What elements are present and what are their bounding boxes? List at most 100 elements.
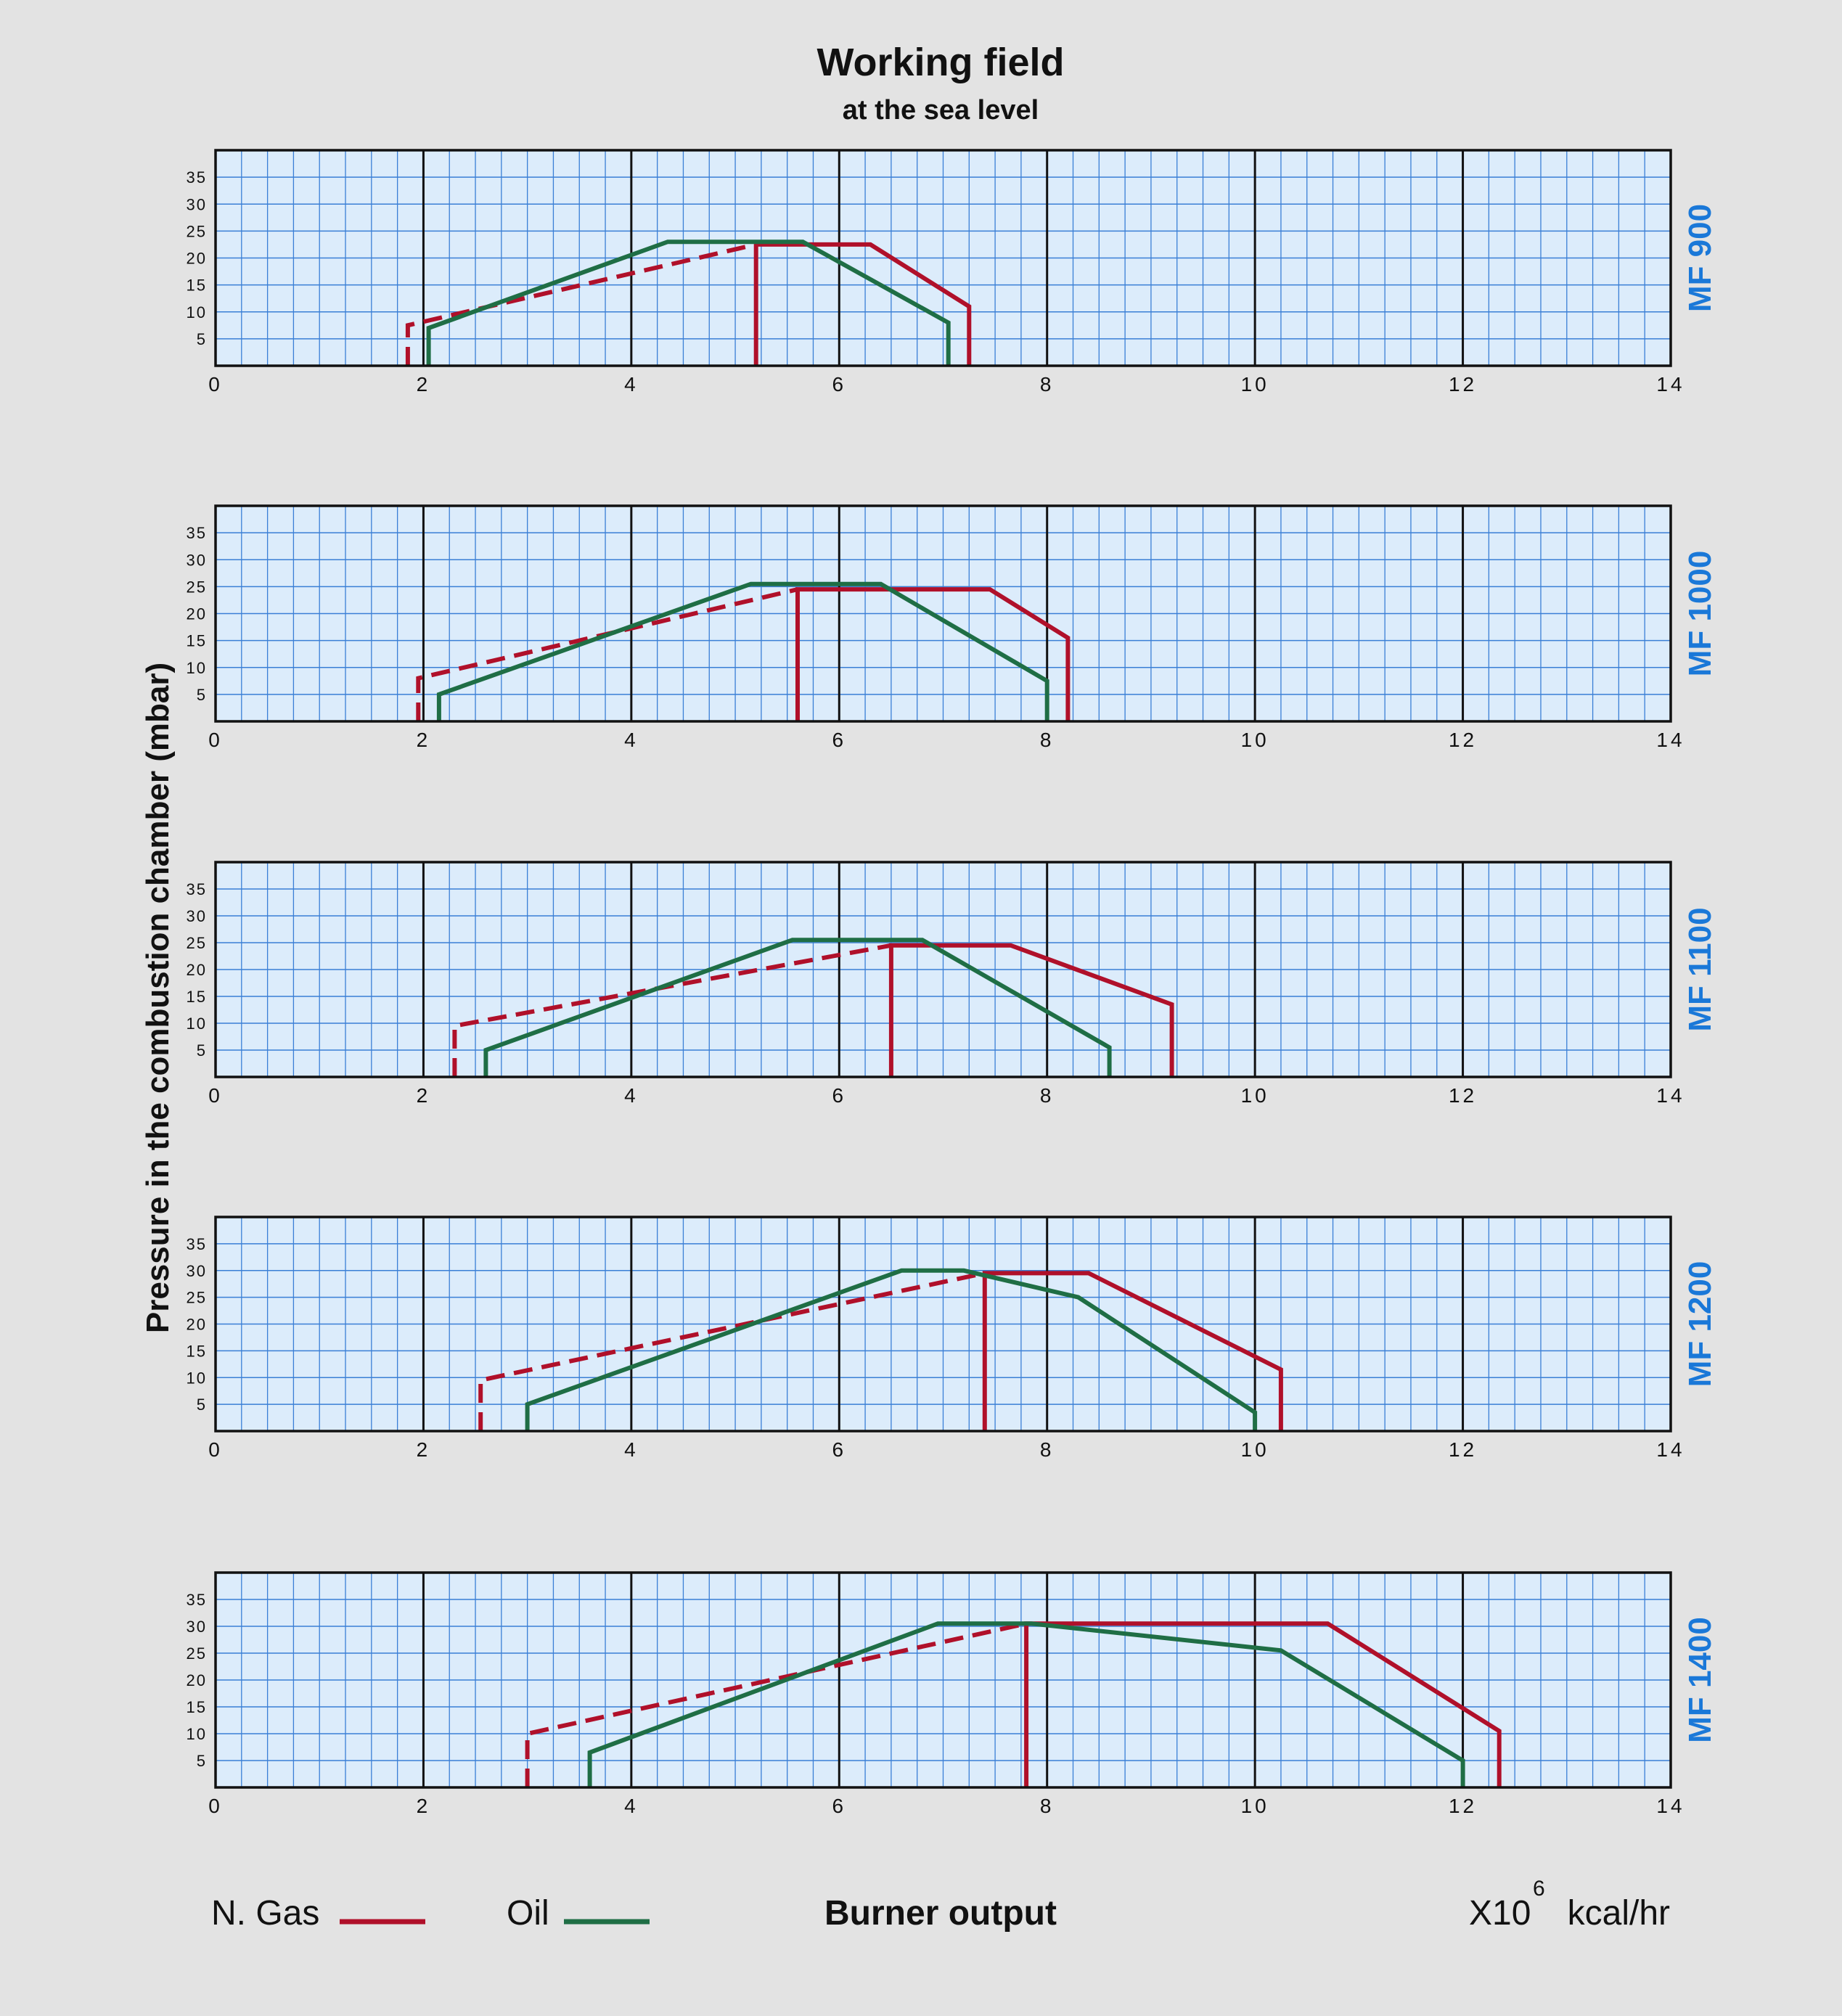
y-tick-label: 20 bbox=[187, 1671, 207, 1689]
series-line-oil bbox=[587, 1621, 1465, 1787]
x-tick-label: 14 bbox=[1656, 1795, 1685, 1817]
x-tick-label: 0 bbox=[208, 373, 223, 396]
plot-frame bbox=[214, 861, 1672, 1078]
y-tick-label: 20 bbox=[187, 250, 207, 268]
y-tick-label: 25 bbox=[187, 1289, 207, 1307]
x-tick-label: 10 bbox=[1241, 1795, 1269, 1817]
x-tick-label: 12 bbox=[1449, 1795, 1477, 1817]
model-label-mf-1200: MF 1200 bbox=[1682, 1261, 1718, 1388]
y-tick-label: 20 bbox=[187, 1316, 207, 1334]
x-tick-label: 12 bbox=[1449, 1438, 1477, 1461]
y-tick-label: 5 bbox=[197, 330, 207, 348]
y-tick-label: 15 bbox=[187, 988, 207, 1006]
y-tick-label: 25 bbox=[187, 934, 207, 952]
model-label-mf-1000: MF 1000 bbox=[1682, 551, 1718, 677]
y-tick-label: 10 bbox=[187, 303, 207, 321]
grid-lines bbox=[216, 506, 1671, 721]
legend-gas-label: N. Gas bbox=[211, 1894, 319, 1933]
plot-frame bbox=[214, 504, 1672, 723]
series-line-oil bbox=[483, 938, 1112, 1077]
x-tick-label: 2 bbox=[417, 1084, 431, 1107]
plot-frame bbox=[214, 1571, 1672, 1789]
x-tick-label: 6 bbox=[832, 373, 846, 396]
y-tick-label: 30 bbox=[187, 1262, 207, 1280]
series-line-n-gas-dashed bbox=[452, 943, 892, 1077]
x-tick-label: 14 bbox=[1656, 1084, 1685, 1107]
x-tick-label: 0 bbox=[208, 729, 223, 751]
x-tick-label: 2 bbox=[417, 1795, 431, 1817]
grid-lines bbox=[216, 1573, 1671, 1787]
series-line-n-gas-dashed bbox=[478, 1271, 986, 1431]
x-tick-label: 4 bbox=[624, 1795, 639, 1817]
x-tick-label: 10 bbox=[1241, 1084, 1269, 1107]
x-tick-label: 2 bbox=[417, 1438, 431, 1461]
y-tick-label: 5 bbox=[197, 686, 207, 704]
panel-mf-1400: 5 10 15 20 25 30 35 0 2 4 6 8 10 12 14 MF 1400 bbox=[187, 1571, 1718, 1817]
x-tick-label: 10 bbox=[1241, 373, 1269, 396]
units-label: X10 6 kcal/hr bbox=[1469, 1877, 1670, 1933]
legend: N. Gas Oil bbox=[211, 1894, 650, 1933]
x-tick-label: 4 bbox=[624, 373, 639, 396]
x-tick-label: 0 bbox=[208, 1084, 223, 1107]
y-tick-label: 30 bbox=[187, 551, 207, 569]
y-tick-label: 35 bbox=[187, 1591, 207, 1609]
series-line-n-gas bbox=[888, 943, 1174, 1077]
units-exponent: 6 bbox=[1533, 1877, 1545, 1901]
y-tick-label: 10 bbox=[187, 1015, 207, 1033]
series-line-n-gas bbox=[1024, 1621, 1502, 1787]
model-label-mf-900: MF 900 bbox=[1682, 204, 1718, 312]
y-tick-label: 5 bbox=[197, 1396, 207, 1414]
x-tick-label: 14 bbox=[1656, 373, 1685, 396]
panel-mf-1200: 5 10 15 20 25 30 35 0 2 4 6 8 10 12 14 MF 1200 bbox=[187, 1216, 1718, 1461]
plot-frame bbox=[214, 1216, 1672, 1433]
y-tick-label: 15 bbox=[187, 276, 207, 295]
y-tick-label: 5 bbox=[197, 1041, 207, 1060]
y-tick-label: 35 bbox=[187, 1235, 207, 1253]
plot-frame bbox=[214, 149, 1672, 367]
y-tick-label: 15 bbox=[187, 632, 207, 650]
x-tick-label: 10 bbox=[1241, 1438, 1269, 1461]
grid-lines bbox=[216, 862, 1671, 1077]
y-tick-label: 35 bbox=[187, 524, 207, 542]
y-tick-label: 10 bbox=[187, 1369, 207, 1387]
y-tick-label: 25 bbox=[187, 1644, 207, 1663]
panel-mf-1100: 5 10 15 20 25 30 35 0 2 4 6 8 10 12 14 MF 1100 bbox=[187, 861, 1718, 1107]
x-tick-label: 10 bbox=[1241, 729, 1269, 751]
x-tick-label: 12 bbox=[1449, 1084, 1477, 1107]
x-tick-label: 0 bbox=[208, 1438, 223, 1461]
x-tick-label: 8 bbox=[1040, 1084, 1055, 1107]
series-line-oil bbox=[426, 239, 951, 366]
y-tick-label: 20 bbox=[187, 605, 207, 623]
x-tick-label: 12 bbox=[1449, 373, 1477, 396]
series-line-n-gas-dashed bbox=[525, 1621, 1027, 1787]
chart-title: Working field bbox=[816, 41, 1064, 84]
x-tick-label: 8 bbox=[1040, 1438, 1055, 1461]
x-tick-label: 6 bbox=[832, 1438, 846, 1461]
y-tick-label: 35 bbox=[187, 880, 207, 898]
x-tick-label: 14 bbox=[1656, 729, 1685, 751]
y-tick-label: 5 bbox=[197, 1752, 207, 1770]
series-line-oil bbox=[436, 581, 1049, 721]
x-tick-label: 8 bbox=[1040, 729, 1055, 751]
y-tick-label: 10 bbox=[187, 659, 207, 677]
x-tick-label: 2 bbox=[417, 373, 431, 396]
y-tick-label: 35 bbox=[187, 168, 207, 187]
series-line-n-gas bbox=[982, 1271, 1283, 1431]
y-tick-label: 30 bbox=[187, 1618, 207, 1636]
grid-lines bbox=[216, 1217, 1671, 1431]
x-tick-label: 6 bbox=[832, 729, 846, 751]
series-line-oil bbox=[525, 1268, 1258, 1431]
x-tick-label: 4 bbox=[624, 729, 639, 751]
x-tick-label: 8 bbox=[1040, 373, 1055, 396]
x-tick-label: 2 bbox=[417, 729, 431, 751]
panel-mf-900: 5 10 15 20 25 30 35 0 2 4 6 8 10 12 14 MF 900 bbox=[187, 149, 1718, 396]
x-tick-label: 4 bbox=[624, 1438, 639, 1461]
series-line-n-gas-dashed bbox=[405, 242, 757, 366]
legend-oil-label: Oil bbox=[507, 1894, 549, 1933]
x-tick-label: 0 bbox=[208, 1795, 223, 1817]
series-line-n-gas bbox=[795, 587, 1071, 721]
y-axis-label: Pressure in the combustion chamber (mbar… bbox=[140, 663, 176, 1333]
